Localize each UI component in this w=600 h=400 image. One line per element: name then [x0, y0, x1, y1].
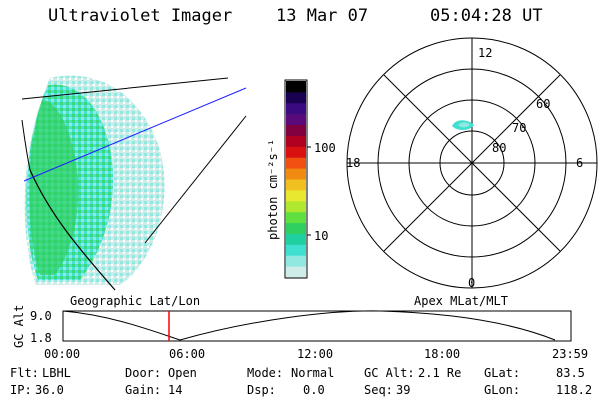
colorbar-segment [286, 168, 306, 180]
colorbar-segment [286, 102, 306, 115]
seq-value: 39 [396, 383, 411, 397]
auroral-image [21, 75, 247, 291]
ip-value: 36.0 [35, 383, 64, 397]
mode-label: Mode: [247, 366, 284, 380]
glon-value: 118.2 [556, 383, 593, 397]
colorbar-segment [286, 146, 306, 158]
door-label: Door: [125, 366, 162, 380]
timeline-ytick-9: 9.0 [30, 309, 52, 323]
colorbar-segment [286, 81, 306, 93]
colorbar-segment [286, 255, 306, 267]
colorbar-segment [286, 244, 306, 256]
gcalt-value: 2.1 Re [418, 366, 462, 380]
seq-label: Seq: [364, 383, 393, 397]
flt-value: LBHL [42, 366, 71, 380]
date-label: 13 Mar 07 [276, 6, 369, 26]
gcalt-label: GC Alt: [364, 366, 415, 380]
gain-label: Gain: [125, 383, 162, 397]
time-label: 05:04:28 UT [430, 6, 543, 26]
mlt-label-0: 0 [468, 276, 476, 290]
timeline-plot [62, 310, 572, 342]
colorbar-segment [286, 233, 306, 245]
colorbar-segment [286, 200, 306, 213]
dsp-value: 0.0 [303, 383, 325, 397]
mlat-label-80: 80 [492, 141, 507, 155]
mlat-label-70: 70 [512, 121, 527, 135]
colorbar-segment [286, 179, 306, 191]
timeline-xtick-2359: 23:59 [552, 347, 589, 361]
mlt-label-18: 18 [346, 156, 361, 170]
glat-value: 83.5 [556, 366, 585, 380]
ip-label: IP: [10, 383, 32, 397]
flt-label: Flt: [10, 366, 39, 380]
colorbar-segment [286, 266, 306, 278]
mlt-label-6: 6 [576, 156, 584, 170]
mlat-label-60: 60 [536, 97, 551, 111]
door-value: Open [168, 366, 197, 380]
color-bar [284, 79, 311, 279]
timeline-xtick-0600: 06:00 [169, 347, 206, 361]
colorbar-segment [286, 189, 306, 202]
colorbar-segment [286, 135, 306, 147]
colorbar-segment [286, 124, 306, 136]
timeline-right-label: Apex MLat/MLT [414, 294, 508, 308]
timeline-xtick-1800: 18:00 [424, 347, 461, 361]
gain-value: 14 [168, 383, 183, 397]
timeline-xtick-0000: 00:00 [44, 347, 81, 361]
timeline-axis-title: GC Alt [12, 304, 26, 348]
polar-plot [346, 37, 598, 289]
colorbar-segment [286, 222, 306, 234]
timeline-xtick-1200: 12:00 [297, 347, 334, 361]
colorbar-segment [286, 157, 306, 169]
colorbar-segment [286, 113, 306, 126]
colorbar-segment [286, 91, 306, 104]
glon-label: GLon: [484, 383, 521, 397]
colorbar-tick-100: 100 [314, 141, 336, 155]
colorbar-tick-10: 10 [314, 229, 329, 243]
instrument-title: Ultraviolet Imager [48, 6, 233, 26]
timeline-ytick-1.8: 1.8 [30, 331, 52, 345]
glat-label: GLat: [484, 366, 521, 380]
mlt-label-12: 12 [478, 46, 493, 60]
mode-value: Normal [291, 366, 335, 380]
colorbar-unit-label: photon cm⁻²s⁻¹ [266, 138, 280, 240]
colorbar-segment [286, 211, 306, 224]
dsp-label: Dsp: [247, 383, 276, 397]
timeline-left-label: Geographic Lat/Lon [70, 294, 201, 308]
